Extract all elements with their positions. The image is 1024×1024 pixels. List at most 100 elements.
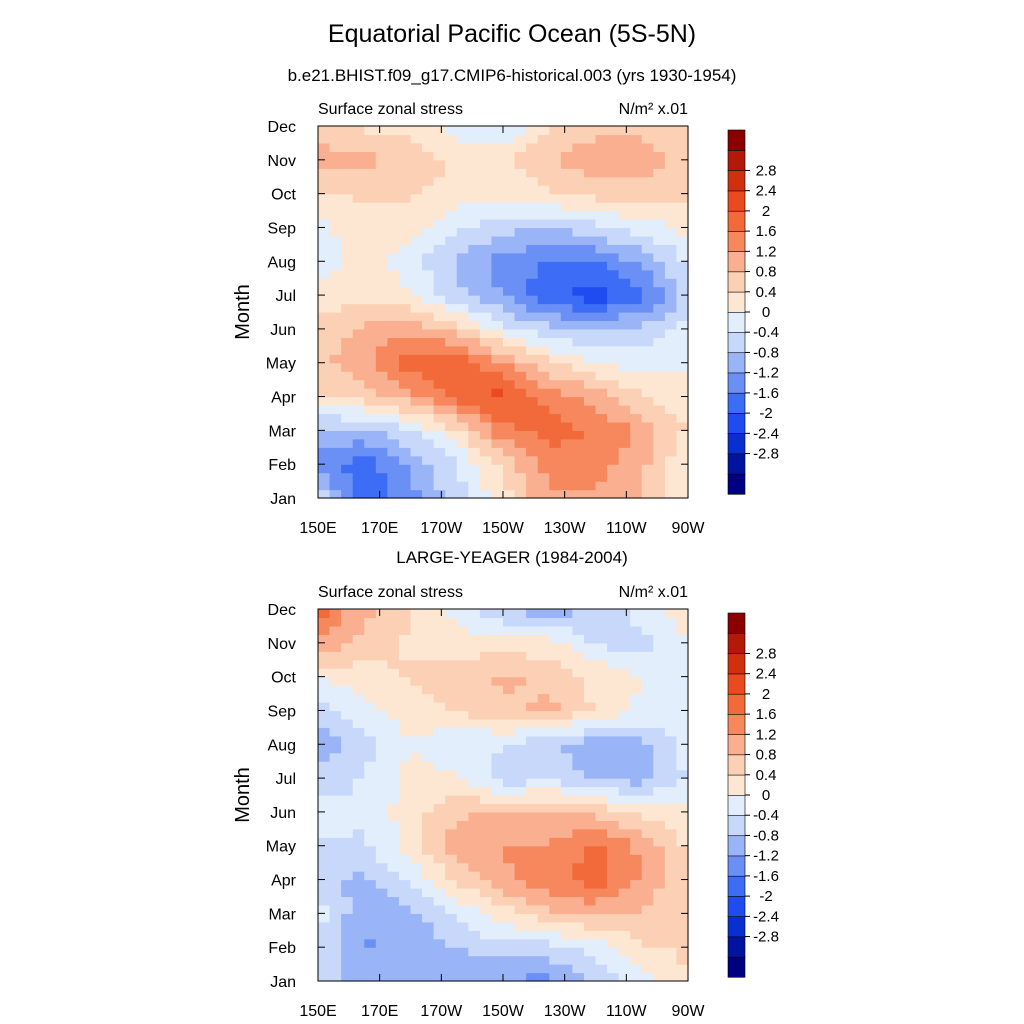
heatmap-cell: [341, 676, 354, 686]
heatmap-cell: [445, 379, 458, 389]
heatmap-cell: [526, 955, 539, 965]
heatmap-cell: [526, 896, 539, 906]
heatmap-cell: [514, 778, 527, 788]
heatmap-cell: [456, 778, 469, 788]
heatmap-cell: [676, 752, 689, 762]
heatmap-cell: [375, 718, 388, 728]
heatmap-cell: [549, 455, 562, 465]
heatmap-cell: [318, 904, 331, 914]
heatmap-cell: [398, 413, 412, 423]
heatmap-cell: [676, 328, 689, 338]
heatmap-cell: [398, 269, 412, 279]
heatmap-cell: [676, 676, 689, 686]
heatmap-cell: [583, 320, 597, 330]
heatmap-cell: [456, 269, 469, 279]
heatmap-cell: [318, 455, 331, 465]
heatmap-cell: [468, 651, 481, 661]
heatmap-cell: [352, 676, 365, 686]
x-tick-label: 150W: [482, 1003, 525, 1020]
heatmap-cell: [422, 168, 435, 178]
heatmap-cell: [422, 854, 435, 864]
heatmap-cell: [341, 312, 354, 322]
heatmap-cell: [583, 659, 597, 669]
heatmap-cell: [433, 159, 446, 169]
heatmap-cell: [364, 921, 377, 931]
heatmap-cell: [549, 235, 562, 245]
heatmap-cell: [676, 354, 689, 364]
heatmap-cell: [375, 820, 388, 830]
heatmap-cell: [514, 727, 527, 737]
heatmap-cell: [375, 625, 388, 635]
heatmap-cell: [514, 668, 527, 678]
heatmap-cell: [479, 879, 493, 889]
heatmap-cell: [572, 871, 585, 881]
heatmap-cell: [641, 421, 654, 431]
heatmap-cell: [456, 337, 469, 347]
heatmap-cell: [433, 193, 446, 203]
heatmap-cell: [676, 642, 689, 652]
heatmap-cell: [410, 837, 423, 847]
heatmap-cell: [491, 617, 504, 627]
heatmap-cell: [526, 396, 539, 406]
heatmap-cell: [595, 337, 608, 347]
heatmap-cell: [618, 151, 631, 161]
heatmap-cell: [514, 634, 527, 644]
y-tick-label: May: [266, 356, 296, 373]
heatmap-cell: [653, 312, 666, 322]
heatmap-cell: [618, 405, 631, 415]
heatmap-cell: [445, 685, 458, 695]
heatmap-cell: [514, 252, 527, 262]
heatmap-cell: [618, 447, 631, 457]
heatmap-cell: [375, 811, 388, 821]
heatmap-cell: [514, 854, 527, 864]
heatmap-cell: [375, 447, 388, 457]
heatmap-cell: [318, 354, 331, 364]
heatmap-cell: [491, 159, 504, 169]
heatmap-cell: [676, 685, 689, 695]
heatmap-cell: [618, 168, 631, 178]
heatmap-cell: [341, 159, 354, 169]
heatmap-cell: [445, 786, 458, 796]
heatmap-cell: [526, 278, 539, 288]
heatmap-cell: [318, 727, 331, 737]
heatmap-cell: [583, 202, 597, 212]
heatmap-cell: [410, 845, 423, 855]
heatmap-cell: [583, 786, 597, 796]
heatmap-cell: [676, 761, 689, 771]
heatmap-cell: [445, 609, 458, 619]
heatmap-cell: [514, 862, 527, 872]
heatmap-cell: [364, 845, 377, 855]
heatmap-cell: [549, 718, 562, 728]
heatmap-cell: [537, 634, 550, 644]
heatmap-cell: [456, 811, 469, 821]
heatmap-cell: [422, 447, 435, 457]
heatmap-cell: [491, 219, 504, 229]
heatmap-cell: [630, 710, 643, 720]
heatmap-cell: [456, 405, 469, 415]
heatmap-cell: [491, 227, 504, 237]
heatmap-cell: [595, 871, 608, 881]
heatmap-cell: [595, 388, 608, 398]
heatmap-cell: [352, 396, 365, 406]
heatmap-cell: [468, 303, 481, 313]
heatmap-cell: [526, 786, 539, 796]
heatmap-cell: [364, 185, 377, 195]
heatmap-cell: [560, 447, 573, 457]
heatmap-cell: [491, 134, 504, 144]
heatmap-cell: [514, 303, 527, 313]
heatmap-cell: [676, 252, 689, 262]
heatmap-cell: [456, 786, 469, 796]
heatmap-cell: [329, 430, 342, 440]
heatmap-cell: [549, 447, 562, 457]
heatmap-cell: [583, 871, 597, 881]
heatmap-cell: [468, 193, 481, 203]
heatmap-cell: [318, 278, 331, 288]
heatmap-cell: [572, 803, 585, 813]
colorbar-label: -2.4: [753, 908, 779, 925]
heatmap-cell: [398, 185, 412, 195]
heatmap-cell: [572, 702, 585, 712]
heatmap-cell: [572, 345, 585, 355]
heatmap-cell: [630, 803, 643, 813]
heatmap-cell: [676, 421, 689, 431]
heatmap-cell: [433, 126, 446, 136]
